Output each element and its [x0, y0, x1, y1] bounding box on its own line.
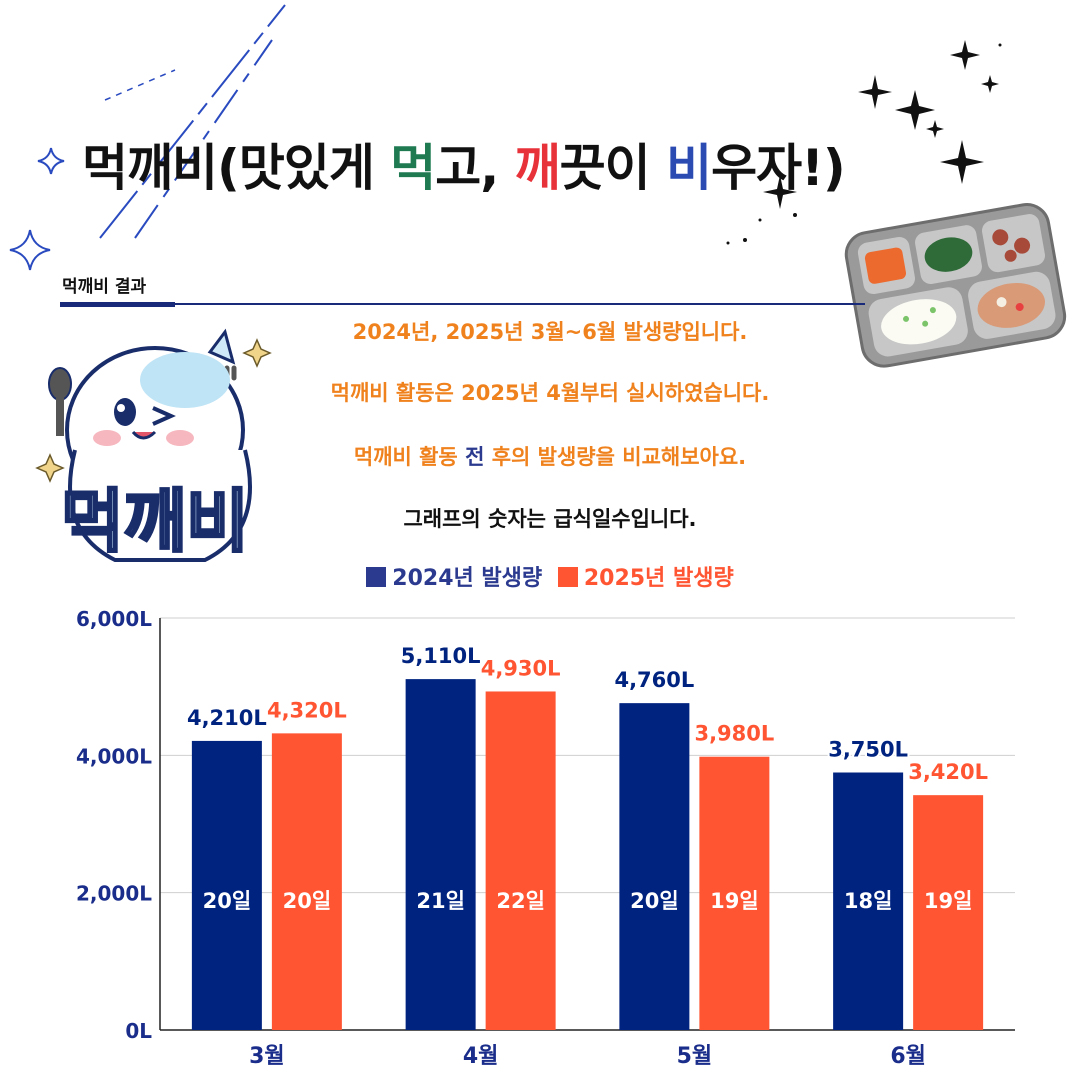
legend-label-2024: 2024년 발생량	[392, 566, 543, 591]
day-count-label: 20일	[203, 889, 252, 913]
chart-legend: 2024년 발생량 2025년 발생량	[240, 560, 860, 592]
title-highlight-empty: 비	[666, 139, 712, 197]
divider	[175, 303, 865, 305]
description-line: 먹깨비 활동은 2025년 4월부터 실시하였습니다.	[330, 381, 770, 405]
title-part: 우자!)	[711, 139, 846, 197]
bar-2025	[913, 795, 984, 1030]
decorative-lines	[99, 4, 286, 239]
day-count-label: 21일	[416, 889, 465, 913]
day-count-label: 22일	[496, 889, 545, 913]
bar-2024	[405, 679, 476, 1030]
bar-2024	[619, 703, 690, 1030]
legend-swatch-2025	[557, 567, 578, 587]
data-label: 4,930L	[481, 656, 561, 680]
x-tick-label: 3월	[249, 1044, 285, 1069]
description-highlight: 전	[465, 445, 485, 469]
x-tick-label: 5월	[677, 1044, 713, 1069]
bar-2024	[833, 772, 904, 1030]
data-label: 4,210L	[187, 706, 267, 730]
y-tick-label: 4,000L	[76, 744, 152, 768]
day-count-label: 20일	[283, 889, 332, 913]
bar-chart: 0L 2,000L 4,000L 6,000L 4,210L 20일 4,320L 20일 3월…	[76, 607, 1015, 1069]
stars-icon	[726, 40, 1002, 245]
bar-2025	[699, 756, 770, 1030]
data-label: 3,420L	[908, 760, 988, 784]
y-tick-label: 0L	[125, 1019, 152, 1043]
legend-label-2025: 2025년 발생량	[583, 566, 734, 591]
data-label: 4,760L	[614, 668, 694, 692]
description-line: 2024년, 2025년 3월~6월 발생량입니다.	[352, 320, 748, 344]
bar-2025	[271, 733, 342, 1030]
x-tick-label: 4월	[463, 1044, 499, 1069]
data-label: 4,320L	[267, 698, 347, 722]
title-part: 끗이	[559, 139, 667, 197]
mascot-logo-text: 먹깨비	[61, 483, 249, 562]
title-highlight-eat: 먹	[390, 139, 436, 197]
day-count-label: 18일	[844, 889, 893, 913]
sparkle-icon	[37, 147, 65, 175]
description-part: 먹깨비 활동	[353, 445, 466, 469]
bar-2025	[485, 691, 556, 1030]
y-tick-label: 2,000L	[76, 882, 152, 906]
description-part: 후의 발생량을 비교해보아요.	[484, 445, 747, 469]
section-underline	[60, 302, 175, 307]
bar-2024	[191, 740, 262, 1030]
x-tick-label: 6월	[890, 1044, 926, 1069]
sparkle-icon	[9, 229, 51, 271]
y-tick-label: 6,000L	[76, 607, 152, 631]
title-part: 먹깨비(맛있게	[82, 139, 391, 197]
day-count-label: 19일	[710, 889, 759, 913]
description-line: 그래프의 숫자는 급식일수입니다.	[403, 507, 697, 531]
mascot-icon: 먹깨비	[35, 328, 272, 564]
day-count-label: 20일	[630, 889, 679, 913]
legend-swatch-2024	[366, 567, 387, 587]
data-label: 3,750L	[828, 738, 908, 762]
page-title: 먹깨비(맛있게 먹고, 깨끗이 비우자!)	[82, 128, 846, 200]
data-label: 5,110L	[401, 644, 481, 668]
lunch-tray-icon	[844, 203, 1067, 368]
section-label: 먹깨비 결과	[62, 277, 147, 297]
title-highlight-clean: 깨	[514, 139, 561, 197]
description-line: 먹깨비 활동 전 후의 발생량을 비교해보아요.	[240, 441, 860, 471]
data-label: 3,980L	[694, 722, 774, 746]
day-count-label: 19일	[924, 889, 973, 913]
title-part: 고,	[435, 139, 515, 197]
